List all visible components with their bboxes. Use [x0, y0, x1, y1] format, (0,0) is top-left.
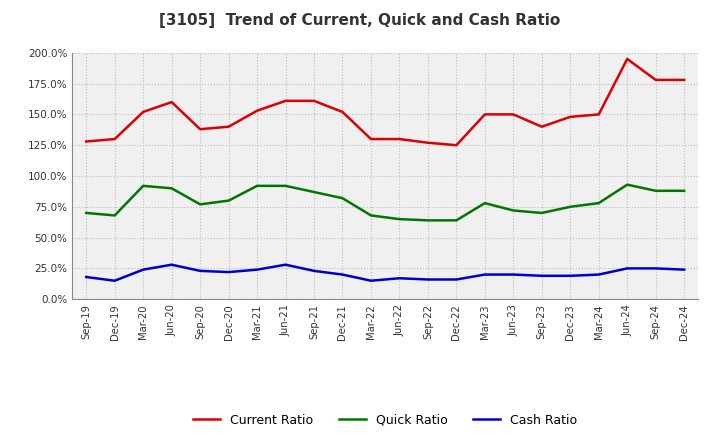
Current Ratio [395, 136, 404, 142]
Cash Ratio [680, 267, 688, 272]
Current Ratio [338, 109, 347, 114]
Cash Ratio [253, 267, 261, 272]
Cash Ratio [338, 272, 347, 277]
Cash Ratio [509, 272, 518, 277]
Quick Ratio [395, 216, 404, 222]
Quick Ratio [480, 201, 489, 206]
Current Ratio [366, 136, 375, 142]
Quick Ratio [680, 188, 688, 194]
Cash Ratio [537, 273, 546, 279]
Cash Ratio [423, 277, 432, 282]
Current Ratio [110, 136, 119, 142]
Cash Ratio [566, 273, 575, 279]
Cash Ratio [310, 268, 318, 274]
Current Ratio [566, 114, 575, 120]
Quick Ratio [509, 208, 518, 213]
Cash Ratio [395, 275, 404, 281]
Cash Ratio [282, 262, 290, 268]
Legend: Current Ratio, Quick Ratio, Cash Ratio: Current Ratio, Quick Ratio, Cash Ratio [188, 409, 582, 432]
Quick Ratio [196, 202, 204, 207]
Cash Ratio [480, 272, 489, 277]
Current Ratio [652, 77, 660, 83]
Current Ratio [82, 139, 91, 144]
Line: Cash Ratio: Cash Ratio [86, 265, 684, 281]
Current Ratio [423, 140, 432, 145]
Current Ratio [680, 77, 688, 83]
Quick Ratio [338, 195, 347, 201]
Quick Ratio [82, 210, 91, 216]
Quick Ratio [253, 183, 261, 188]
Current Ratio [310, 98, 318, 103]
Quick Ratio [537, 210, 546, 216]
Quick Ratio [310, 189, 318, 194]
Quick Ratio [652, 188, 660, 194]
Quick Ratio [566, 204, 575, 209]
Current Ratio [623, 56, 631, 62]
Cash Ratio [225, 269, 233, 275]
Quick Ratio [366, 213, 375, 218]
Current Ratio [509, 112, 518, 117]
Current Ratio [253, 108, 261, 114]
Cash Ratio [167, 262, 176, 268]
Cash Ratio [139, 267, 148, 272]
Current Ratio [595, 112, 603, 117]
Quick Ratio [623, 182, 631, 187]
Current Ratio [480, 112, 489, 117]
Cash Ratio [82, 275, 91, 280]
Cash Ratio [452, 277, 461, 282]
Current Ratio [537, 124, 546, 129]
Line: Current Ratio: Current Ratio [86, 59, 684, 145]
Current Ratio [196, 127, 204, 132]
Quick Ratio [167, 186, 176, 191]
Line: Quick Ratio: Quick Ratio [86, 185, 684, 220]
Cash Ratio [366, 278, 375, 283]
Current Ratio [225, 124, 233, 129]
Quick Ratio [423, 218, 432, 223]
Cash Ratio [623, 266, 631, 271]
Quick Ratio [110, 213, 119, 218]
Cash Ratio [196, 268, 204, 274]
Cash Ratio [652, 266, 660, 271]
Quick Ratio [452, 218, 461, 223]
Current Ratio [452, 143, 461, 148]
Cash Ratio [110, 278, 119, 283]
Quick Ratio [139, 183, 148, 188]
Current Ratio [167, 99, 176, 105]
Current Ratio [139, 109, 148, 114]
Quick Ratio [282, 183, 290, 188]
Text: [3105]  Trend of Current, Quick and Cash Ratio: [3105] Trend of Current, Quick and Cash … [159, 13, 561, 28]
Cash Ratio [595, 272, 603, 277]
Quick Ratio [595, 201, 603, 206]
Current Ratio [282, 98, 290, 103]
Quick Ratio [225, 198, 233, 203]
